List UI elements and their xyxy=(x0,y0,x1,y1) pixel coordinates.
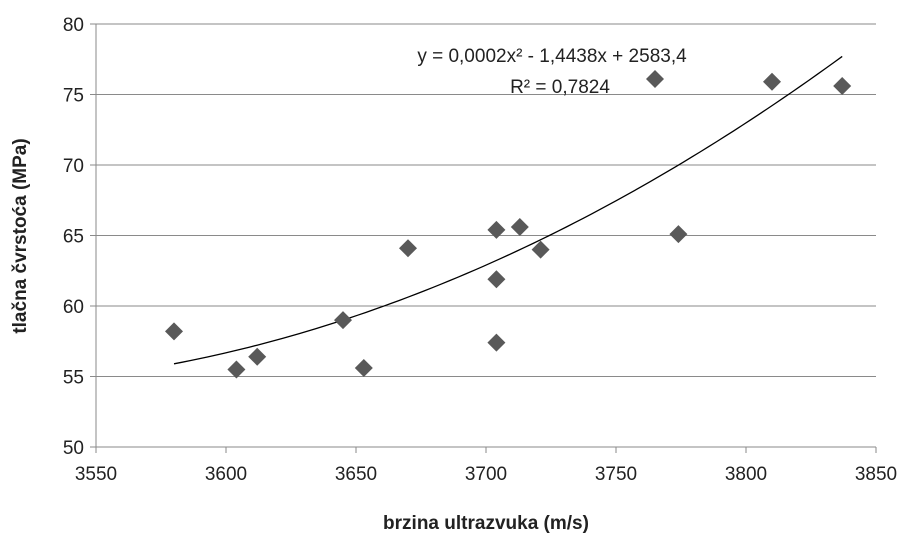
x-tick-label: 3600 xyxy=(205,464,247,485)
x-tick-label: 3750 xyxy=(595,464,637,485)
data-point xyxy=(227,360,246,379)
data-point xyxy=(646,69,664,88)
data-point xyxy=(487,270,506,289)
y-tick-label: 80 xyxy=(63,15,84,36)
data-point xyxy=(334,311,352,330)
y-axis-title: tlačna čvrstoća (MPa) xyxy=(10,138,31,333)
trend-equation-label: y = 0,0002x² - 1,4438x + 2583,4 xyxy=(417,46,687,67)
x-tick-label: 3550 xyxy=(75,464,117,485)
data-point xyxy=(165,322,183,341)
data-point xyxy=(510,218,529,237)
x-tick-label: 3650 xyxy=(335,464,377,485)
data-point xyxy=(354,359,373,378)
data-point xyxy=(833,77,852,96)
trendline-curve xyxy=(173,55,843,365)
x-axis-title: brzina ultrazvuka (m/s) xyxy=(383,513,589,534)
x-tick-label: 3700 xyxy=(465,464,507,485)
x-tick-label: 3800 xyxy=(725,464,767,485)
grid-lines xyxy=(96,23,876,448)
y-tick-label: 50 xyxy=(63,438,84,459)
data-points xyxy=(165,69,852,379)
data-point xyxy=(531,240,550,259)
trend-r2-label: R² = 0,7824 xyxy=(510,77,610,98)
y-tick-label: 60 xyxy=(63,297,84,318)
y-tick-labels: 50 55 60 65 70 75 80 xyxy=(63,15,84,459)
data-point xyxy=(248,347,267,366)
data-point xyxy=(399,239,417,258)
trendline-layer xyxy=(173,55,843,365)
y-tick-label: 65 xyxy=(63,227,84,248)
y-tick-label: 75 xyxy=(63,86,84,107)
data-point xyxy=(487,333,506,352)
x-tick-label: 3850 xyxy=(855,464,897,485)
data-point xyxy=(669,225,688,244)
data-point xyxy=(763,72,781,91)
axes xyxy=(90,23,877,453)
data-point xyxy=(487,220,506,239)
x-tick-labels: 3550 3600 3650 3700 3750 3800 3850 xyxy=(75,464,897,485)
y-tick-label: 55 xyxy=(63,368,84,389)
y-tick-label: 70 xyxy=(63,156,84,177)
